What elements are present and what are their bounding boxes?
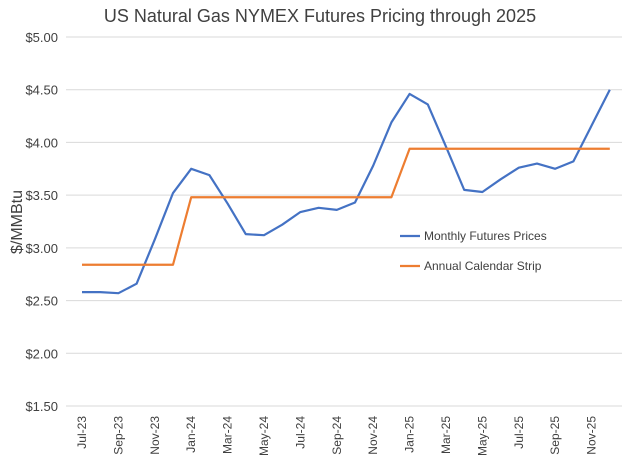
- y-tick-label: $3.50: [25, 188, 58, 203]
- chart-title: US Natural Gas NYMEX Futures Pricing thr…: [103, 6, 537, 26]
- x-tick-label: Jul-25: [512, 416, 526, 449]
- y-tick-label: $4.50: [25, 83, 58, 98]
- series-line-monthly-futures: [82, 89, 611, 295]
- x-tick-label: Nov-23: [148, 416, 162, 455]
- x-tick-label: Jul-23: [75, 416, 89, 449]
- x-tick-label: Nov-25: [585, 416, 599, 455]
- x-tick-label: Sep-24: [330, 416, 344, 455]
- x-tick-label: Jul-24: [293, 416, 307, 449]
- y-tick-label: $4.00: [25, 135, 58, 150]
- x-tick-label: May-25: [475, 416, 489, 456]
- x-tick-label: Mar-25: [439, 416, 453, 454]
- x-tick-label: Mar-24: [221, 416, 235, 454]
- series-line-calendar-strip: [82, 147, 610, 266]
- x-tick-label: Sep-25: [548, 416, 562, 455]
- x-tick-label: Jan-25: [403, 416, 417, 453]
- y-tick-label: $2.00: [25, 346, 58, 361]
- x-tick-label: Jan-24: [184, 416, 198, 453]
- x-tick-label: Nov-24: [366, 416, 380, 455]
- x-tick-label: May-24: [257, 416, 271, 456]
- y-tick-label: $1.50: [25, 399, 58, 414]
- legend-label: Monthly Futures Prices: [424, 229, 547, 243]
- y-tick-label: $3.00: [25, 241, 58, 256]
- legend-label: Annual Calendar Strip: [424, 259, 542, 273]
- x-tick-label: Sep-23: [111, 416, 125, 455]
- y-tick-label: $5.00: [25, 30, 58, 45]
- y-tick-label: $2.50: [25, 294, 58, 309]
